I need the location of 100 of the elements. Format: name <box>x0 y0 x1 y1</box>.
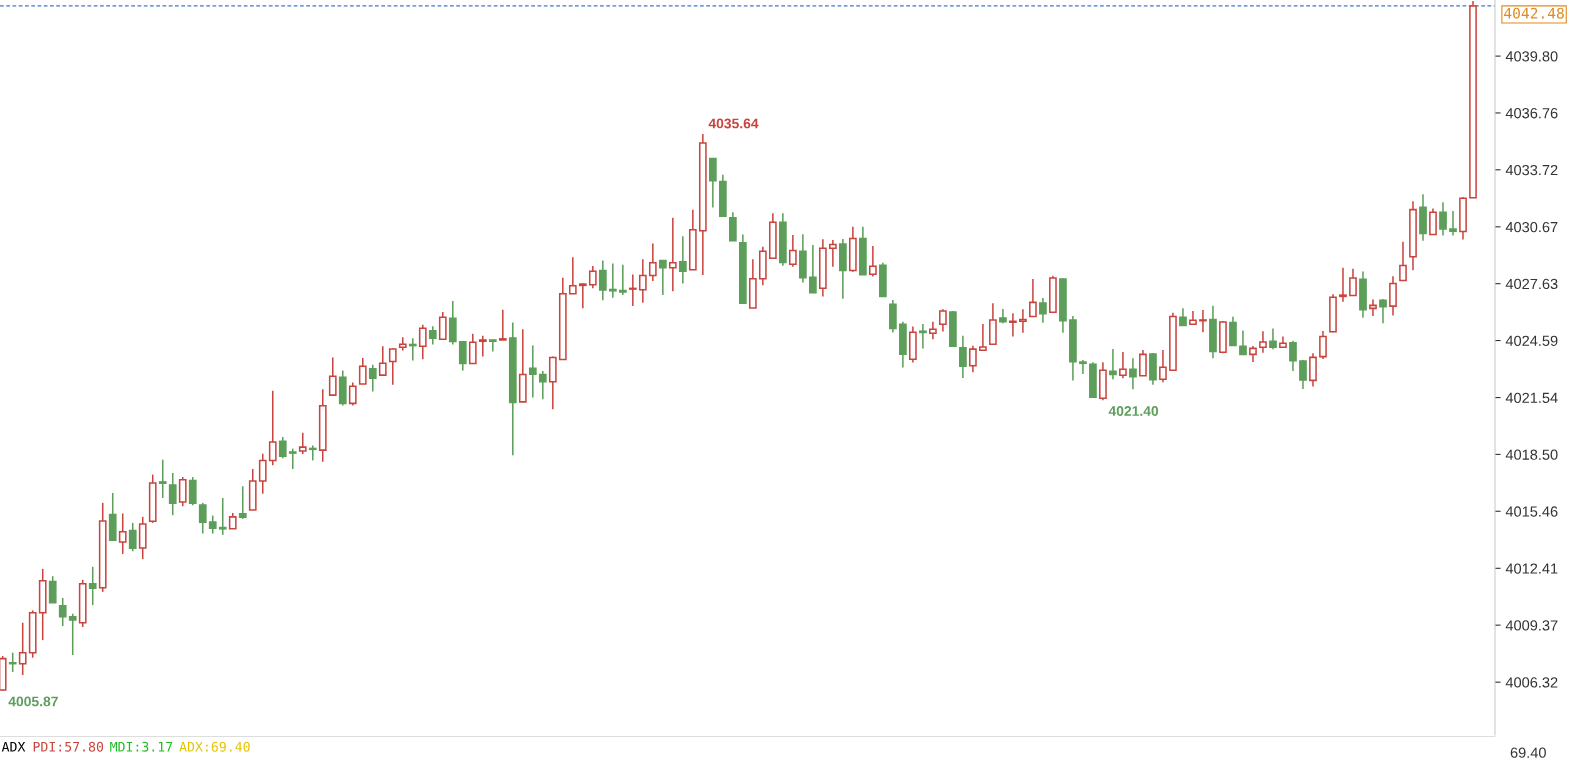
candlestick <box>258 452 267 495</box>
text: PDI:57.80 <box>33 741 104 752</box>
candlestick <box>168 472 177 516</box>
candlestick <box>218 497 227 536</box>
candlestick <box>58 597 67 627</box>
candlestick <box>498 309 507 341</box>
text: ADX:69.40 <box>179 741 250 752</box>
candlestick <box>1079 359 1087 375</box>
candlestick <box>628 273 637 307</box>
candlestick <box>608 262 617 299</box>
candlestick <box>178 476 187 507</box>
candlestick <box>308 444 317 462</box>
candlestick <box>88 566 97 606</box>
y-tick-label: 4009.37 <box>1505 620 1558 631</box>
candlestick <box>1339 267 1347 303</box>
candlestick <box>458 341 467 372</box>
y-tick-label: 4033.72 <box>1505 164 1558 176</box>
ref-line-label: 4042.48 <box>1504 7 1564 19</box>
candlestick <box>1129 357 1137 391</box>
candlestick <box>829 239 837 268</box>
candlestick <box>1009 312 1017 338</box>
candlestick <box>418 324 427 360</box>
candlestick <box>68 612 77 656</box>
y-tick-label: 4036.76 <box>1505 108 1558 119</box>
candlestick <box>1319 330 1327 360</box>
candlestick <box>1369 298 1377 317</box>
candlestick <box>939 308 947 333</box>
candlestick <box>708 157 717 209</box>
candlestick <box>348 381 357 407</box>
candlestick <box>358 357 367 385</box>
candlestick <box>1109 348 1117 381</box>
candlestick <box>1309 352 1317 388</box>
candlestick <box>158 458 167 499</box>
candlestick <box>678 235 687 285</box>
candlestick <box>18 621 27 676</box>
annotation: 4021.40 <box>1108 406 1159 416</box>
candlestick <box>1269 327 1277 351</box>
candlestick <box>428 325 437 346</box>
candlestick <box>268 390 277 467</box>
candlestick <box>478 335 487 358</box>
candlestick <box>1379 298 1387 325</box>
candlestick <box>668 217 677 292</box>
candlestick <box>1119 351 1127 380</box>
candlestick <box>1139 349 1147 377</box>
candlestick <box>808 244 817 294</box>
candlestick <box>1449 210 1457 237</box>
candlestick <box>388 347 397 386</box>
candlestick <box>378 345 387 376</box>
text: ADX <box>1 741 26 752</box>
candlestick <box>1299 359 1307 390</box>
annotation: 4035.64 <box>708 118 759 129</box>
candlestick <box>568 256 577 295</box>
text: 69.40 <box>1510 747 1546 758</box>
candlestick <box>468 333 477 365</box>
y-tick-label: 4015.46 <box>1505 506 1558 517</box>
candlestick <box>1019 308 1027 334</box>
candlestick <box>138 516 147 560</box>
candlestick <box>278 436 287 460</box>
candlestick <box>959 335 967 379</box>
candlestick <box>128 522 137 553</box>
candlestick <box>638 258 647 304</box>
candlestick <box>198 502 207 535</box>
candlestick <box>1199 309 1207 334</box>
candlestick <box>1289 339 1297 372</box>
candlestick <box>538 370 547 401</box>
candlestick <box>1259 330 1267 354</box>
candlestick <box>1229 316 1237 347</box>
candlestick <box>1389 275 1397 317</box>
candlestick <box>368 364 377 393</box>
candlestick <box>118 512 127 555</box>
candlestick <box>438 311 447 340</box>
candlestick <box>1039 297 1047 324</box>
candlestick <box>1439 201 1447 237</box>
candlestick <box>188 476 197 507</box>
y-tick-label: 4039.80 <box>1505 51 1558 62</box>
candlestick <box>728 211 737 242</box>
candlestick <box>578 282 587 310</box>
candlestick <box>448 300 457 346</box>
y-tick-label: 4018.50 <box>1505 449 1558 460</box>
y-tick-label: 4030.67 <box>1505 221 1558 233</box>
candlestick <box>1399 241 1407 282</box>
candlestick <box>979 323 987 352</box>
candlestick <box>288 447 297 470</box>
candlestick <box>598 259 607 301</box>
candlestick <box>528 344 537 399</box>
y-tick-label: 4021.54 <box>1505 392 1558 403</box>
candlestick <box>1189 310 1197 326</box>
candlestick <box>869 245 877 278</box>
candlestick <box>488 339 497 353</box>
candlestick <box>48 575 57 604</box>
candlestick <box>1029 278 1037 318</box>
y-tick-label: 4024.59 <box>1505 335 1558 346</box>
candlestick <box>238 485 247 520</box>
candlestick <box>788 234 797 268</box>
candlestick <box>298 431 307 455</box>
candlestick <box>969 345 977 373</box>
candlestick <box>1429 207 1437 236</box>
candlestick <box>1349 267 1357 297</box>
y-tick-label: 4006.32 <box>1505 677 1558 688</box>
text: MDI:3.17 <box>110 741 173 752</box>
